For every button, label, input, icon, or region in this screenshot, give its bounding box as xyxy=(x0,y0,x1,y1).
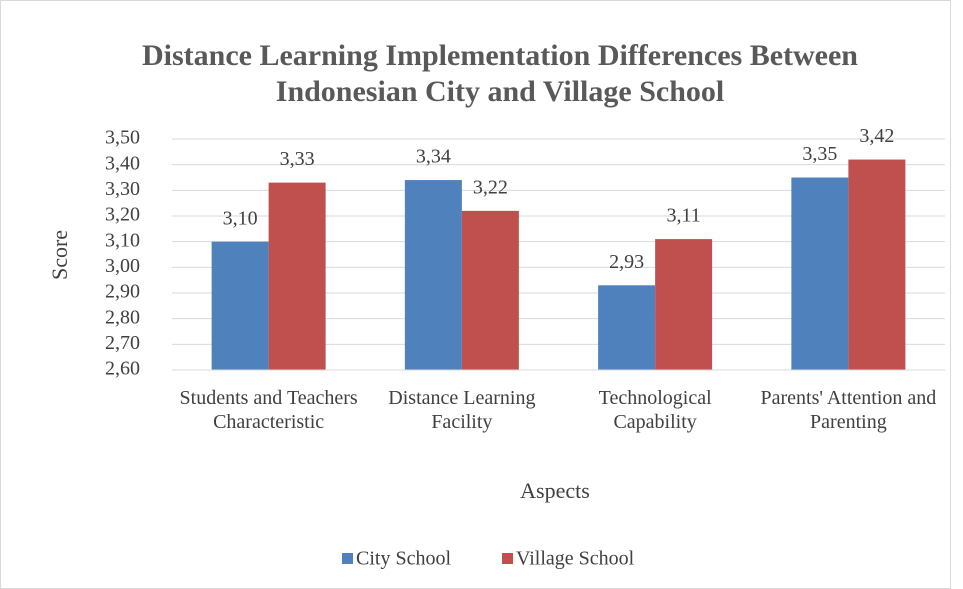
data-label: 3,33 xyxy=(280,148,315,170)
y-tick-label: 3,30 xyxy=(105,178,140,200)
x-axis-label: Aspects xyxy=(520,478,590,503)
bar xyxy=(404,180,462,370)
x-tick-label: Students and Teachers Characteristic xyxy=(179,387,358,433)
x-tick-box: Distance Learning Facility xyxy=(388,387,536,433)
bar xyxy=(268,182,326,370)
y-tick-label: 3,50 xyxy=(105,127,140,149)
data-label: 3,35 xyxy=(802,143,837,165)
title-box: Distance Learning Implementation Differe… xyxy=(142,39,858,108)
legend-swatch xyxy=(502,553,513,564)
data-label: 3,11 xyxy=(666,205,700,227)
bar xyxy=(791,177,849,370)
bar xyxy=(211,241,269,370)
y-tick-label: 3,10 xyxy=(105,229,140,251)
y-tick-label: 3,40 xyxy=(105,152,140,174)
x-tick-box: Parents' Attention and Parenting xyxy=(760,387,937,433)
x-tick-box: Students and Teachers Characteristic xyxy=(179,387,358,433)
x-tick-label: Technological Capability xyxy=(598,387,712,433)
data-label: 3,34 xyxy=(416,146,451,168)
bar xyxy=(655,239,713,370)
x-tick-label: Parents' Attention and Parenting xyxy=(760,387,937,433)
bar xyxy=(461,210,519,370)
bar xyxy=(598,285,656,370)
y-tick-label: 2,80 xyxy=(105,306,140,328)
data-label: 3,22 xyxy=(473,176,508,198)
legend-swatch xyxy=(342,553,353,564)
y-tick-label: 2,70 xyxy=(105,332,140,354)
legend-label: City School xyxy=(356,548,451,570)
bar xyxy=(848,159,906,370)
data-label: 3,10 xyxy=(223,207,258,229)
data-label: 3,42 xyxy=(859,125,894,147)
chart-title: Distance Learning Implementation Differe… xyxy=(142,39,858,108)
x-tick-box: Technological Capability xyxy=(598,387,712,433)
y-tick-label: 2,60 xyxy=(105,358,140,380)
legend-label: Village School xyxy=(516,548,635,570)
y-tick-label: 3,00 xyxy=(105,255,140,277)
y-tick-label: 2,90 xyxy=(105,281,140,303)
data-label: 2,93 xyxy=(609,251,644,273)
y-tick-label: 3,20 xyxy=(105,204,140,226)
x-tick-label: Distance Learning Facility xyxy=(388,387,536,433)
y-axis-label: Score xyxy=(47,230,72,280)
